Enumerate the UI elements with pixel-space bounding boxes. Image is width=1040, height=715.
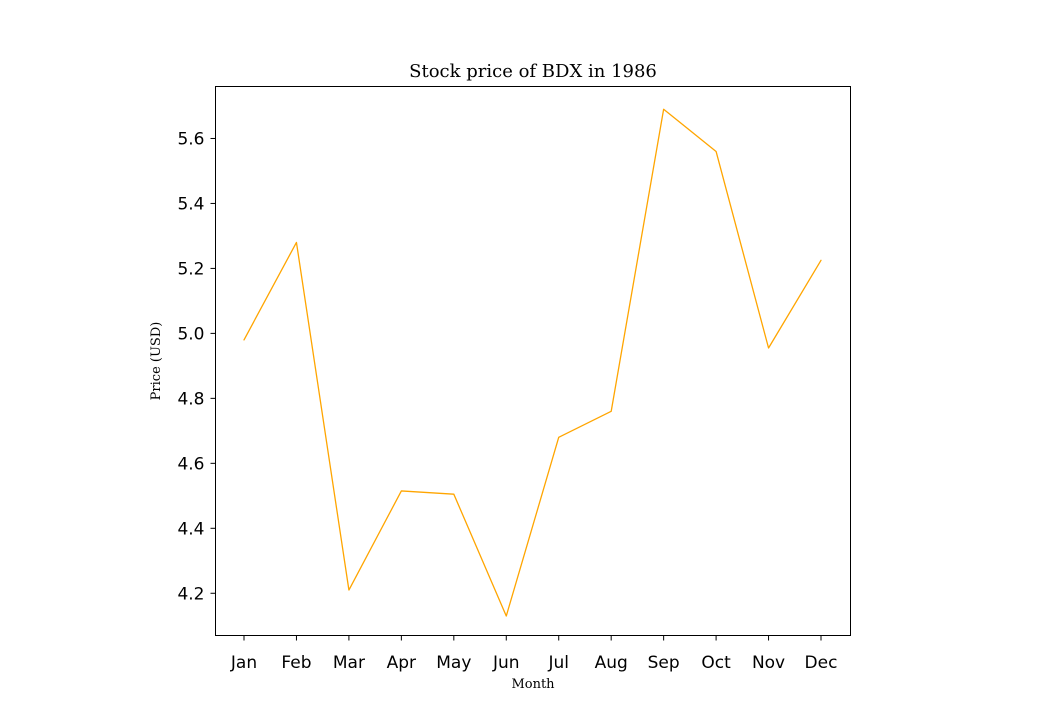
x-tick-label-jan: Jan	[230, 653, 257, 673]
y-tick-label: 5.0	[177, 324, 204, 344]
x-tick-label-apr: Apr	[387, 653, 416, 673]
chart-title: Stock price of BDX in 1986	[409, 61, 657, 82]
y-tick-label: 5.4	[177, 194, 204, 214]
x-axis-label: Month	[511, 677, 555, 692]
y-tick-label: 4.4	[177, 519, 204, 539]
x-tick-label-aug: Aug	[595, 653, 628, 673]
y-tick-label: 4.2	[177, 584, 204, 604]
price-series-line	[243, 108, 822, 617]
plot-area: 4.2 4.4 4.6 4.8 5.0 5.2 5.4 5.6 Jan Feb Mar Apr May…	[177, 86, 851, 673]
x-tick-label-feb: Feb	[281, 653, 311, 673]
x-tick-label-may: May	[436, 653, 471, 673]
x-tick-label-dec: Dec	[805, 653, 838, 673]
x-tick-label-nov: Nov	[752, 653, 785, 673]
plot-frame	[215, 86, 851, 636]
x-tick-label-sep: Sep	[648, 653, 680, 673]
series-layer	[243, 108, 822, 617]
y-axis: 4.2 4.4 4.6 4.8 5.0 5.2 5.4 5.6	[177, 129, 216, 604]
y-tick-label: 5.6	[177, 129, 204, 149]
y-tick-label: 4.6	[177, 454, 204, 474]
x-tick-label-mar: Mar	[333, 653, 365, 673]
x-tick-label-jul: Jul	[547, 653, 569, 673]
y-tick-label: 4.8	[177, 389, 204, 409]
x-axis: Jan Feb Mar Apr May Jun Jul Aug Sep Oct Nov Dec	[230, 635, 838, 673]
x-tick-label-jun: Jun	[492, 653, 520, 673]
y-tick-label: 5.2	[177, 259, 204, 279]
x-tick-label-oct: Oct	[701, 653, 731, 673]
y-axis-label: Price (USD)	[149, 322, 164, 401]
